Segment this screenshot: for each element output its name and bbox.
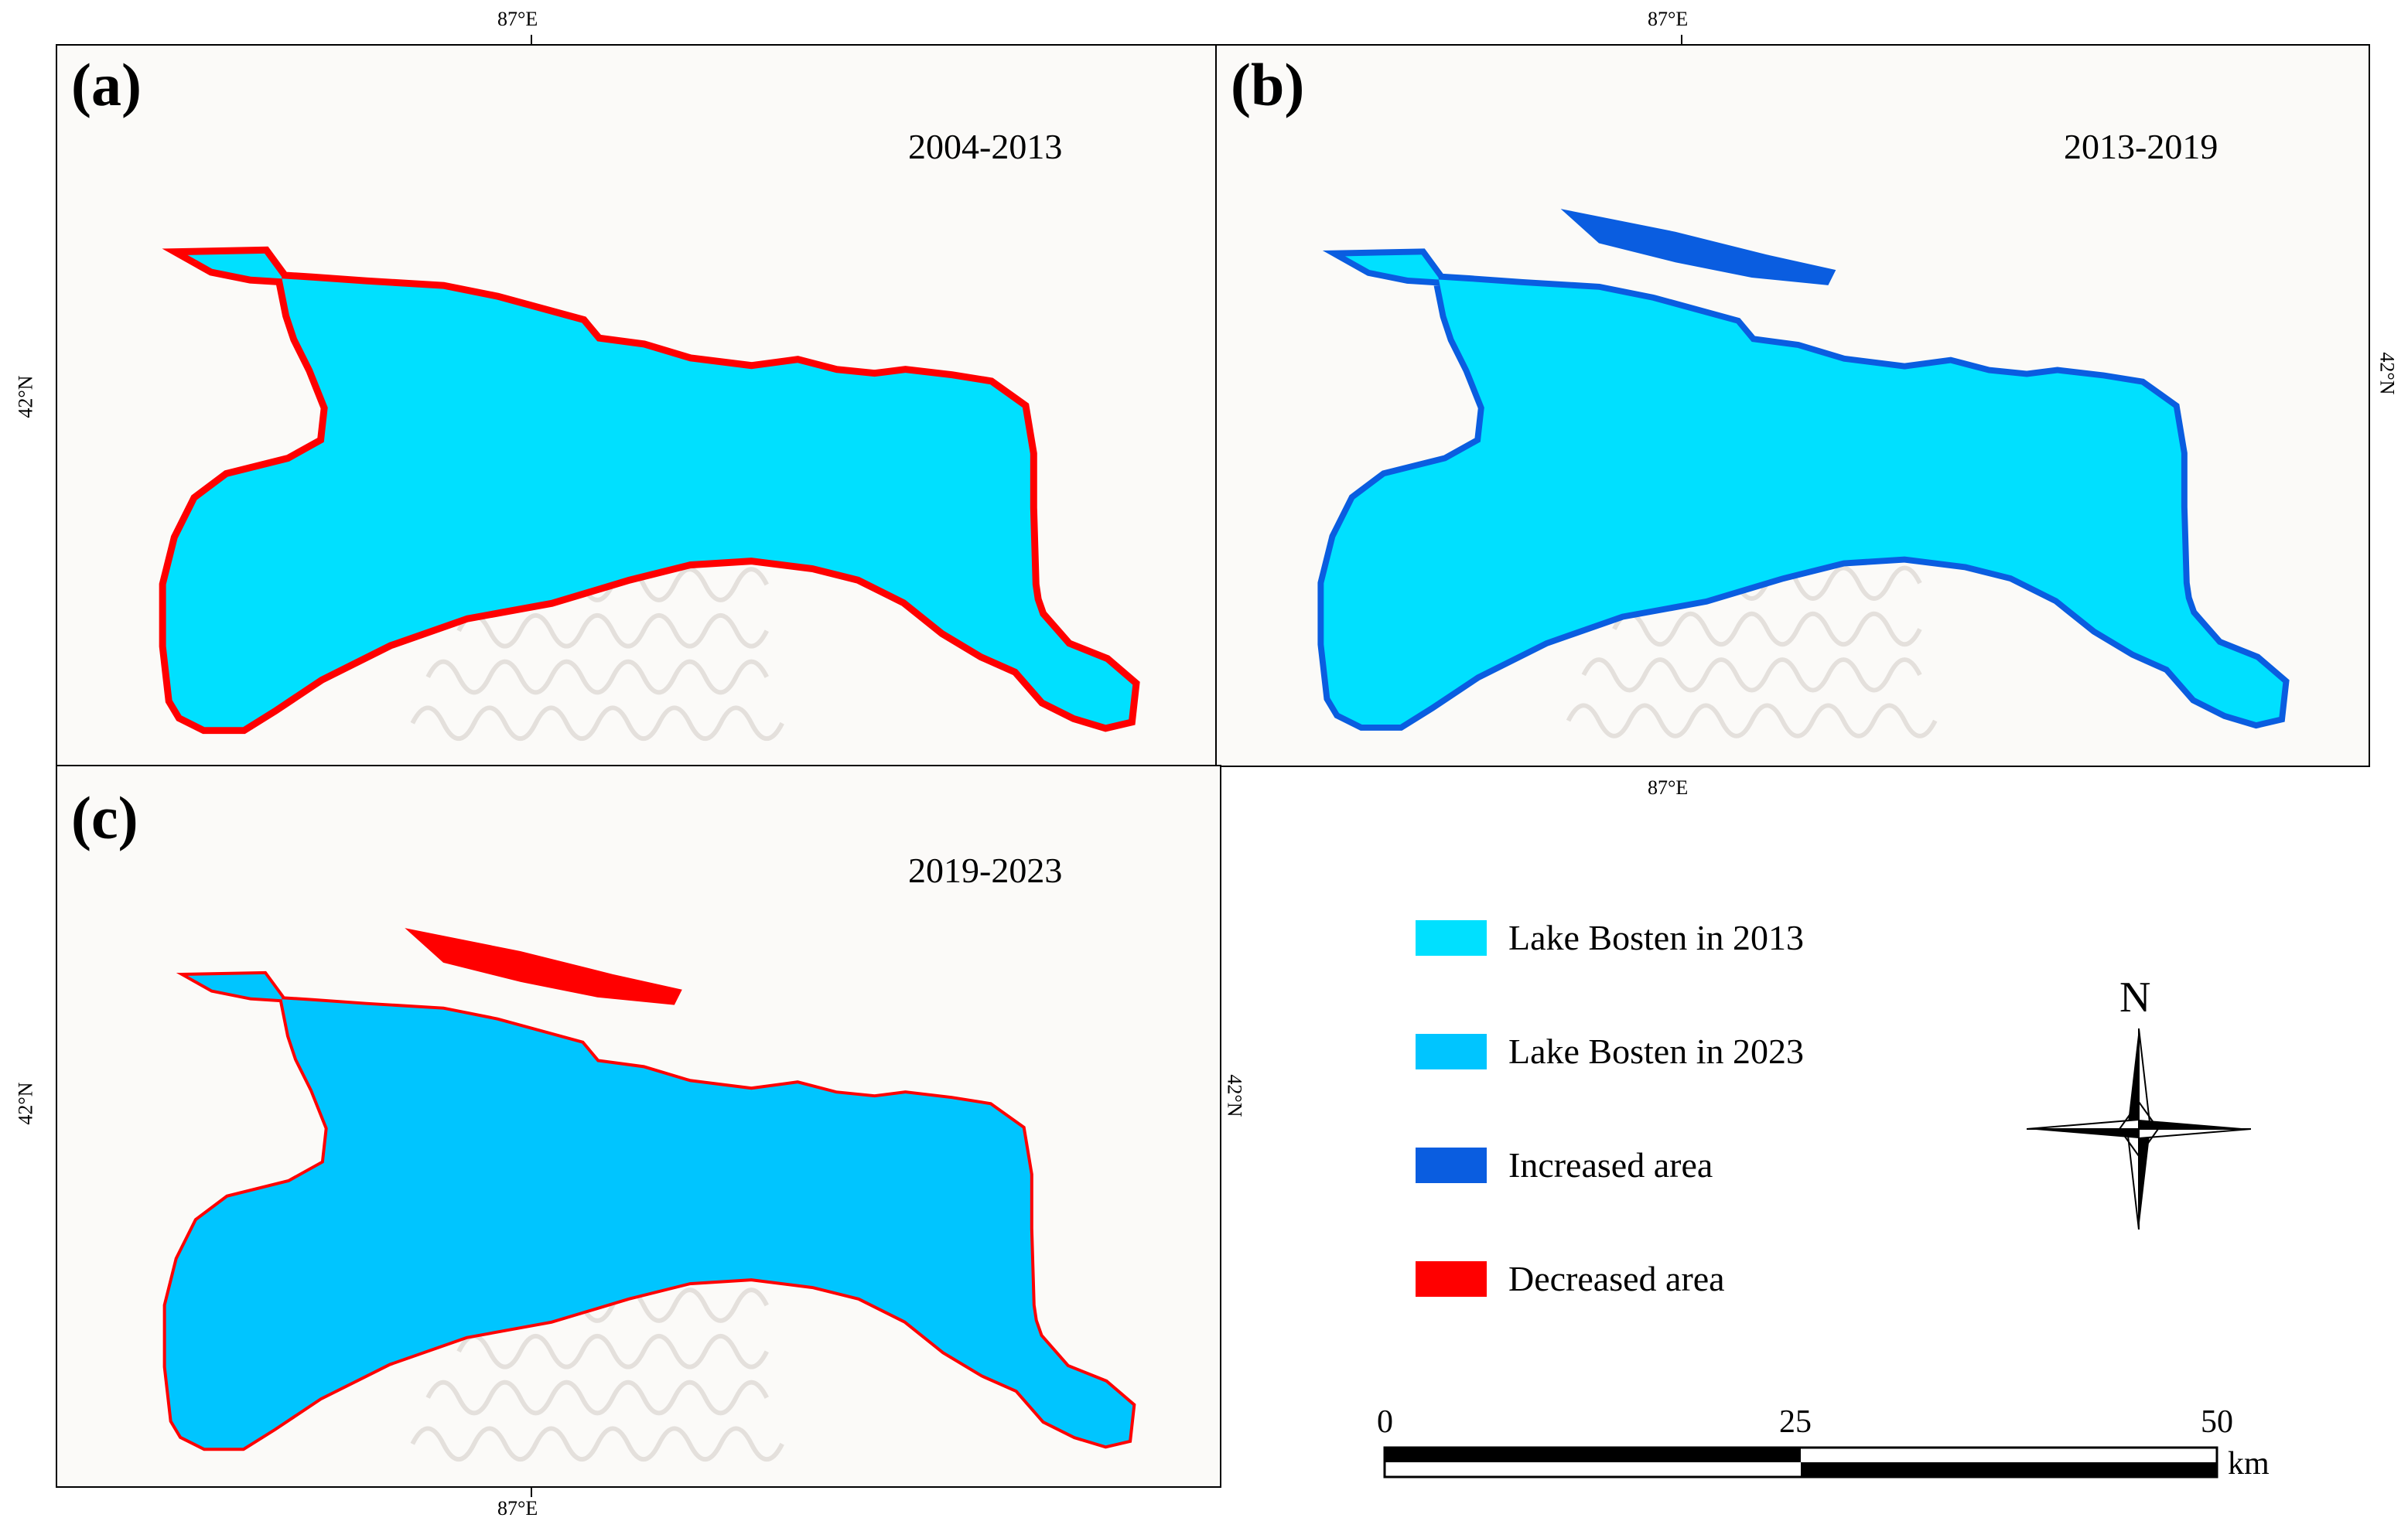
scale-bar — [1383, 1446, 2218, 1479]
legend-label: Decreased area — [1508, 1259, 1725, 1298]
lake-2013 — [166, 253, 1133, 728]
legend-label: Increased area — [1508, 1145, 1713, 1185]
period-label-a: 2004-2013 — [908, 127, 1063, 166]
scale-tick-50: 50 — [2201, 1404, 2233, 1440]
increased-area-north-strip — [1560, 209, 1836, 285]
legend-swatch — [1416, 1034, 1487, 1069]
map-panel-c: (c) 2019-2023 — [56, 765, 1221, 1488]
panel-letter-b: (b) — [1231, 51, 1305, 118]
lon-tick-top-b — [1681, 35, 1682, 44]
decreased-area-north-strip — [405, 928, 682, 1005]
lat-label-left-a: 42°N — [14, 375, 37, 418]
legend-item-decreased: Decreased area — [1416, 1261, 1725, 1297]
legend-item-increased: Increased area — [1416, 1148, 1713, 1183]
lon-label-bottom-b: 87°E — [1648, 776, 1689, 799]
lake-2013 — [1324, 254, 2283, 725]
map-panel-a: (a) 2004-2013 — [56, 44, 1221, 767]
north-label: N — [2119, 974, 2151, 1022]
lon-label-top-a: 87°E — [497, 8, 538, 30]
map-panel-b: (b) 2013-2019 — [1215, 44, 2370, 767]
lon-tick-bottom-c — [531, 1488, 532, 1497]
lake-map-c — [57, 928, 1220, 1461]
legend-swatch — [1416, 920, 1487, 956]
panel-letter-a: (a) — [71, 51, 142, 118]
legend-label: Lake Bosten in 2013 — [1508, 918, 1804, 957]
legend-item-lake-2013: Lake Bosten in 2013 — [1416, 920, 1804, 956]
lat-label-left-c: 42°N — [14, 1082, 37, 1125]
period-label-b: 2013-2019 — [2064, 127, 2218, 166]
north-arrow-icon — [2027, 1028, 2251, 1230]
legend-swatch — [1416, 1148, 1487, 1183]
lake-2023 — [166, 974, 1133, 1448]
lake-map-a — [57, 46, 1220, 741]
lat-label-right-c: 42°N — [1223, 1074, 1246, 1117]
lake-map-b — [1217, 209, 2369, 738]
legend-item-lake-2023: Lake Bosten in 2023 — [1416, 1034, 1804, 1069]
panel-letter-c: (c) — [71, 784, 138, 851]
scale-tick-25: 25 — [1779, 1404, 1812, 1440]
period-label-c: 2019-2023 — [908, 851, 1063, 890]
legend-label: Lake Bosten in 2023 — [1508, 1032, 1804, 1071]
scale-tick-0: 0 — [1377, 1404, 1393, 1440]
legend-swatch — [1416, 1261, 1487, 1297]
lon-tick-top-a — [531, 35, 532, 44]
scale-unit: km — [2228, 1446, 2270, 1482]
lon-label-bottom-c: 87°E — [497, 1497, 538, 1519]
lat-label-right-b: 42°N — [2376, 352, 2399, 395]
lon-label-top-b: 87°E — [1648, 8, 1689, 30]
